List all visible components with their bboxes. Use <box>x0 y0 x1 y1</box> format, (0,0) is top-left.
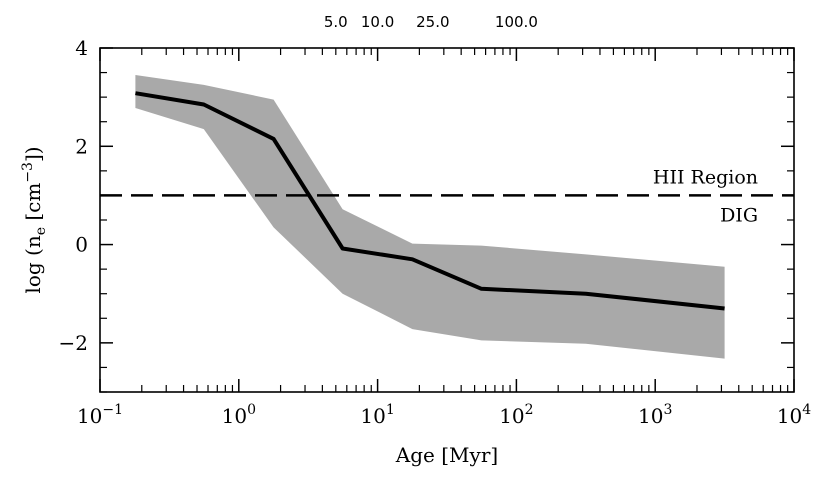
x-tick-label: 102 <box>499 402 533 428</box>
y-tick-label: 2 <box>75 134 88 158</box>
x-tick-label-base: 10 <box>77 404 102 428</box>
x-tick-label-base: 10 <box>777 404 802 428</box>
annotation-hii-region: HII Region <box>653 166 758 188</box>
y-axis-title-main: log (n <box>21 235 45 293</box>
annotation-dig: DIG <box>720 204 758 226</box>
x-axis-title: Age [Myr] <box>395 443 498 467</box>
x-tick-label-exponent: 4 <box>802 402 811 418</box>
x-tick-label-base: 10 <box>499 404 524 428</box>
x-tick-label-exponent: 2 <box>525 402 534 418</box>
x-tick-label-exponent: −1 <box>102 402 123 418</box>
y-axis-title: log (ne [cm−3]) <box>20 146 49 293</box>
top-axis-label: 10.0 <box>361 13 394 31</box>
y-axis-title-unit-open: [cm <box>21 183 45 227</box>
x-tick-label: 101 <box>360 402 394 428</box>
y-axis-title-unit-sup: −3 <box>20 162 36 183</box>
y-axis-title-sub: e <box>33 227 49 235</box>
y-axis-title-unit-close: ]) <box>21 146 45 162</box>
x-tick-label: 10−1 <box>77 402 123 428</box>
x-tick-label: 103 <box>638 402 672 428</box>
median-line <box>135 91 725 311</box>
x-tick-label-base: 10 <box>360 404 385 428</box>
x-tick-label-exponent: 1 <box>386 402 395 418</box>
y-tick-labels: 4 2 0 −2 <box>59 36 88 355</box>
x-tick-label-base: 10 <box>638 404 663 428</box>
major-ticks <box>99 47 795 392</box>
y-tick-label: 4 <box>75 36 88 60</box>
minor-ticks <box>100 48 794 393</box>
top-axis-labels: 5.0 10.0 25.0 100.0 <box>324 13 538 31</box>
x-tick-label-exponent: 0 <box>247 402 256 418</box>
shaded-range-band <box>135 75 725 359</box>
y-tick-label: −2 <box>59 331 88 355</box>
x-tick-label: 104 <box>777 402 811 428</box>
x-tick-labels: 10−1 100 101 102 103 104 <box>77 402 811 428</box>
x-tick-label-exponent: 3 <box>663 402 672 418</box>
top-axis-label: 25.0 <box>416 13 449 31</box>
top-axis-label: 5.0 <box>324 13 348 31</box>
top-axis-label: 100.0 <box>495 13 538 31</box>
x-tick-label-base: 10 <box>222 404 247 428</box>
y-tick-label: 0 <box>75 233 88 257</box>
x-tick-label: 100 <box>222 402 256 428</box>
